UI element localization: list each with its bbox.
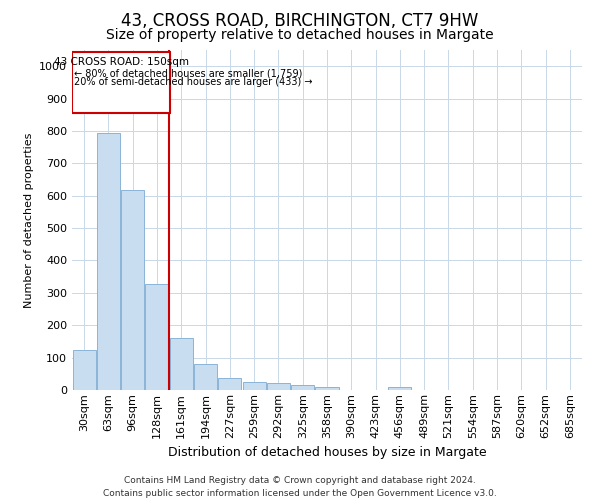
Text: Size of property relative to detached houses in Margate: Size of property relative to detached ho… <box>106 28 494 42</box>
Bar <box>72 52 170 113</box>
X-axis label: Distribution of detached houses by size in Margate: Distribution of detached houses by size … <box>167 446 487 459</box>
Bar <box>316 387 338 390</box>
Bar <box>242 382 266 390</box>
Text: 20% of semi-detached houses are larger (433) →: 20% of semi-detached houses are larger (… <box>74 77 313 87</box>
Bar <box>291 385 314 390</box>
Bar <box>388 387 412 390</box>
Text: 43 CROSS ROAD: 150sqm: 43 CROSS ROAD: 150sqm <box>53 58 188 68</box>
Bar <box>218 378 241 390</box>
Bar <box>267 383 290 390</box>
Bar <box>73 350 95 390</box>
Bar <box>170 338 193 390</box>
Bar <box>121 190 144 390</box>
Text: ← 80% of detached houses are smaller (1,759): ← 80% of detached houses are smaller (1,… <box>74 68 302 78</box>
Bar <box>97 133 120 390</box>
Y-axis label: Number of detached properties: Number of detached properties <box>23 132 34 308</box>
Text: 43, CROSS ROAD, BIRCHINGTON, CT7 9HW: 43, CROSS ROAD, BIRCHINGTON, CT7 9HW <box>121 12 479 30</box>
Bar <box>194 364 217 390</box>
Text: Contains HM Land Registry data © Crown copyright and database right 2024.
Contai: Contains HM Land Registry data © Crown c… <box>103 476 497 498</box>
Bar <box>145 284 169 390</box>
